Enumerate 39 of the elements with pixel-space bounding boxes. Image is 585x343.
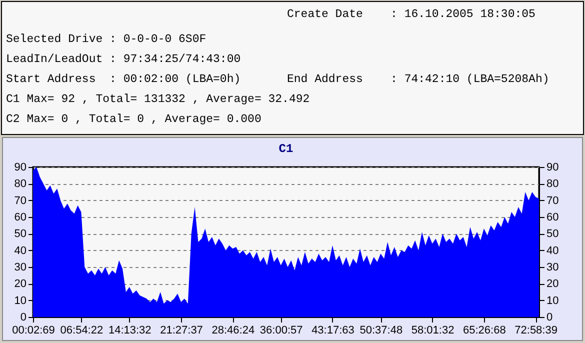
y-tick-label: 10	[14, 294, 26, 307]
x-tick-label: 50:37:48	[360, 324, 403, 336]
x-tick-label: 06:54:22	[60, 324, 104, 336]
y-tick-label: 20	[14, 278, 26, 290]
text: End Address : 74:42:10 (LBA=5208Ah)	[287, 73, 550, 86]
y-tick-label: 90	[14, 162, 26, 174]
text: Start Address : 00:02:00 (LBA=0h)	[6, 73, 241, 86]
y2-tick-label: 30	[546, 262, 559, 274]
x-tick-label: 43:17:63	[312, 324, 354, 336]
y2-tick-label: 80	[546, 178, 559, 190]
x-tick-label: 36:00:57	[260, 324, 303, 336]
y2-tick-label: 60	[546, 212, 559, 224]
y2-tick-label: 70	[546, 194, 559, 207]
y-tick-label: 0	[20, 312, 26, 324]
text: C2 Max= 0 , Total= 0 , Average= 0.000	[6, 113, 262, 126]
x-tick-label: 28:46:24	[212, 324, 255, 336]
text: C1 Max= 92 , Total= 131332 , Average= 32.492	[6, 93, 310, 106]
y-tick-label: 70	[14, 194, 26, 207]
text: Create Date : 16.10.2005 18:30:05	[287, 8, 536, 21]
y-tick-label: 50	[14, 228, 26, 240]
x-tick-label: 58:01:32	[411, 324, 454, 336]
y2-tick-label: 50	[546, 228, 559, 240]
y-tick-label: 30	[14, 262, 26, 274]
x-tick-label: 00:02:69	[12, 324, 55, 336]
y2-tick-label: 0	[546, 312, 553, 324]
y-tick-label: 60	[14, 212, 26, 224]
y2-tick-label: 90	[546, 162, 559, 174]
x-tick-label: 21:27:37	[160, 324, 203, 336]
text: LeadIn/LeadOut : 97:34:25/74:43:00	[6, 53, 241, 66]
y-tick-label: 80	[14, 178, 26, 190]
chart-title: C1	[278, 142, 294, 156]
x-tick-label: 14:13:32	[108, 324, 152, 336]
x-tick-label: 65:26:68	[463, 324, 506, 336]
y2-tick-label: 10	[546, 294, 559, 307]
y2-tick-label: 20	[546, 278, 559, 290]
text: Selected Drive : 0-0-0-0 6S0F	[6, 33, 206, 46]
y2-tick-label: 40	[546, 244, 559, 257]
x-tick-label: 72:58:39	[514, 324, 558, 336]
y-tick-label: 40	[14, 244, 26, 257]
